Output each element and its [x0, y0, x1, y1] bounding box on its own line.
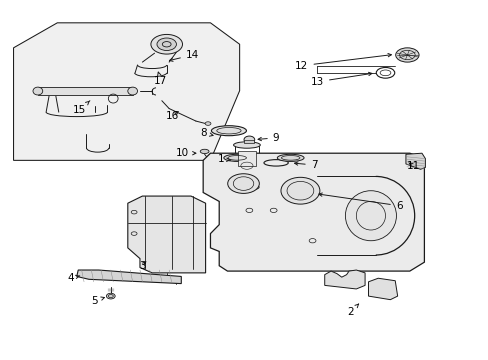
Ellipse shape	[227, 174, 259, 193]
Ellipse shape	[204, 122, 210, 125]
Text: 13: 13	[310, 72, 371, 87]
Polygon shape	[14, 23, 239, 160]
Text: 5: 5	[91, 296, 104, 306]
Text: 16: 16	[165, 111, 179, 121]
Bar	[38, 87, 132, 95]
Text: 4: 4	[67, 273, 80, 283]
Ellipse shape	[200, 149, 208, 154]
Text: 1: 1	[217, 154, 230, 164]
Polygon shape	[203, 153, 424, 271]
Ellipse shape	[224, 154, 250, 161]
Ellipse shape	[127, 87, 137, 95]
Ellipse shape	[157, 38, 176, 50]
Ellipse shape	[151, 35, 182, 54]
Ellipse shape	[233, 142, 260, 148]
Text: 14: 14	[169, 50, 199, 61]
Text: 3: 3	[139, 261, 145, 271]
Text: 9: 9	[258, 133, 279, 143]
Text: 11: 11	[406, 161, 420, 171]
Bar	[244, 140, 254, 143]
Ellipse shape	[234, 184, 259, 190]
Ellipse shape	[277, 154, 304, 161]
Text: 15: 15	[72, 101, 90, 115]
Text: 12: 12	[295, 54, 390, 71]
Polygon shape	[405, 153, 425, 169]
Text: 2: 2	[346, 304, 358, 317]
Ellipse shape	[33, 87, 42, 95]
Text: 8: 8	[200, 128, 213, 138]
Ellipse shape	[345, 191, 396, 241]
Text: 6: 6	[318, 193, 402, 211]
Polygon shape	[127, 196, 205, 273]
Text: 10: 10	[175, 148, 196, 158]
Polygon shape	[77, 270, 181, 284]
Text: 7: 7	[294, 160, 317, 170]
Ellipse shape	[281, 177, 319, 204]
Bar	[238, 152, 255, 166]
Ellipse shape	[106, 293, 115, 299]
Polygon shape	[324, 270, 365, 289]
Text: 17: 17	[154, 72, 167, 86]
Polygon shape	[368, 278, 397, 300]
Ellipse shape	[395, 48, 418, 62]
Ellipse shape	[244, 136, 254, 143]
Ellipse shape	[211, 126, 246, 136]
